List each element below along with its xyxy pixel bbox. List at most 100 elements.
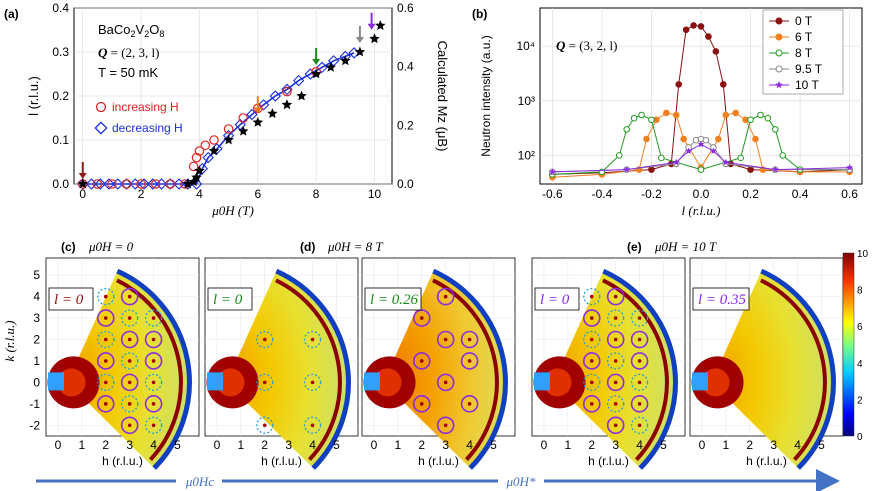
panel-b-ytick: 10⁴ [516, 39, 535, 53]
panel-b-point [771, 166, 779, 173]
map-xtick: 4 [794, 438, 801, 452]
l-label: l = 0 [54, 292, 84, 308]
calculated-mz-point [191, 171, 202, 182]
bragg-peak [589, 316, 594, 320]
panel-b-point [549, 168, 556, 175]
solid-peak-circle [436, 287, 455, 306]
dotted-peak-circle [144, 416, 163, 434]
panel-b-point [685, 147, 692, 154]
map-beamstop [207, 372, 223, 391]
dotted-peak-circle [121, 352, 139, 370]
solid-peak-circle [96, 352, 115, 370]
map-outer-ring [275, 268, 351, 470]
bragg-peak [613, 294, 618, 299]
solid-peak-circle [436, 416, 455, 435]
solid-peak-circle [120, 416, 139, 435]
panel-a-y2-ticks: 0.0 0.2 0.4 0.6 [397, 1, 414, 191]
panel-a-arrows [78, 12, 376, 179]
panel-a-material: BaCo2V2O8 [98, 22, 164, 39]
increasing-h-point [191, 152, 202, 163]
bragg-peak [310, 337, 315, 342]
increasing-h-point [150, 179, 161, 189]
panel-b-point [752, 135, 759, 143]
bragg-peak [103, 294, 108, 299]
bragg-peak [151, 316, 156, 320]
map-xtick: 0 [699, 438, 706, 452]
map-xtick: 4 [636, 438, 643, 452]
dotted-peak-circle [121, 309, 139, 327]
panel-a-label: (a) [4, 7, 19, 21]
map-ytick: 2 [33, 332, 40, 346]
map-field-label: μ0H = 0 [88, 239, 134, 254]
panel-b-point [712, 48, 720, 55]
increasing-h-point [194, 146, 205, 156]
l-label: l = 0 [540, 292, 570, 308]
decreasing-h-point [292, 74, 305, 87]
map-xtick: 1 [395, 438, 402, 452]
solid-peak-circle [412, 352, 431, 370]
bragg-peak [637, 423, 642, 428]
calculated-mz-point [375, 20, 386, 30]
bragg-peak [467, 337, 472, 342]
panel-b-point [747, 116, 754, 124]
solid-peak-circle [120, 373, 139, 392]
bragg-peak [613, 316, 618, 320]
panel-b-point [772, 126, 779, 133]
calculated-mz-point [182, 178, 193, 189]
l-label-box [48, 287, 94, 311]
calculated-mz-point [296, 90, 307, 101]
colorbar-gradient [842, 252, 855, 437]
panel-b-xtick: -0.4 [592, 187, 613, 201]
calculated-mz-point [267, 108, 278, 118]
map-xtick: 5 [174, 438, 181, 452]
map-panel-label: (c) [61, 240, 76, 254]
panel-b-point [643, 135, 650, 143]
panel-b-y-ticks: 10² 10³ 10⁴ [516, 39, 535, 162]
bragg-peak [637, 316, 642, 320]
legend-entry: 9.5 T [795, 62, 823, 76]
colorbar-tick: 10 [857, 249, 869, 260]
panel-b-point [697, 140, 705, 148]
map-xtick: 4 [466, 438, 473, 452]
bragg-peak [127, 359, 132, 363]
map-panels: l = 0 0 1 2 3 4 5 h (r.l.u.) 5 4 3 2 1 0 -1 -2 (c) μ0H = … [29, 239, 844, 470]
field-arrow-head [367, 23, 376, 30]
increasing-h-point [223, 124, 234, 134]
map-center-core [373, 368, 402, 397]
map-ytick: 3 [33, 311, 40, 325]
colorbar: 10 8 6 4 2 0 [842, 249, 869, 443]
panel-b-point [675, 81, 683, 88]
legend-entry: 6 T [795, 30, 813, 44]
panel-a-xtick: 2 [138, 187, 145, 201]
map-ytick: 1 [33, 354, 40, 368]
bragg-peak [589, 294, 594, 299]
panel-b-ylabel: Neutron intensity (a.u.) [479, 35, 493, 156]
dotted-peak-circle [256, 373, 274, 392]
solid-peak-circle [606, 416, 625, 435]
bragg-peak [310, 380, 315, 385]
bragg-peak [443, 423, 448, 428]
bragg-peak [467, 402, 472, 406]
map-xtick: 4 [309, 438, 316, 452]
bragg-peak [103, 337, 108, 342]
map-xtick: 0 [541, 438, 548, 452]
dotted-peak-circle [630, 309, 649, 327]
map-xtick: 2 [746, 438, 753, 452]
panel-b-point [757, 111, 764, 119]
panel-b-point [747, 166, 754, 173]
bragg-peak [127, 423, 132, 428]
decreasing-h-point [120, 178, 133, 190]
legend-entry: 10 T [795, 78, 819, 92]
increasing-h-point [165, 179, 176, 189]
map-ytick: -2 [29, 418, 40, 432]
calculated-mz-point [208, 145, 220, 156]
bragg-peak [637, 402, 642, 406]
dotted-peak-circle [583, 373, 601, 392]
panel-b-point [779, 152, 787, 159]
bragg-peak [310, 423, 315, 428]
bragg-peak [613, 337, 618, 342]
decreasing-h-point [94, 178, 106, 190]
map-xlabel: h (r.l.u.) [588, 454, 629, 468]
panel-b-point [680, 135, 687, 143]
